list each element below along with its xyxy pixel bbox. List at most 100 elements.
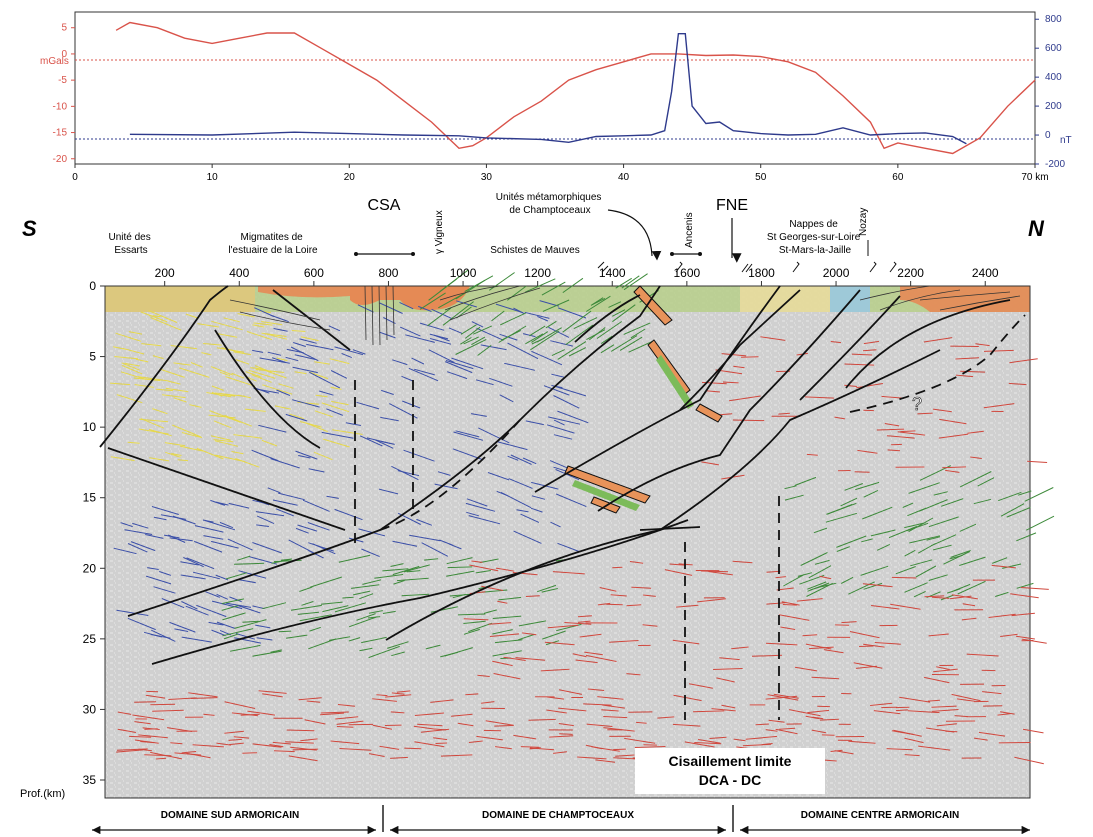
reflector-stroke xyxy=(551,349,565,357)
reflector-stroke xyxy=(173,397,187,403)
reflector-stroke xyxy=(1006,506,1031,518)
gravity-series-line xyxy=(115,21,1036,155)
reflector-stroke xyxy=(273,750,295,753)
reflector-stroke xyxy=(117,728,136,733)
reflector-stroke xyxy=(539,300,559,307)
reflector-stroke xyxy=(547,416,581,425)
reflector-stroke xyxy=(392,540,418,547)
reflector-stroke xyxy=(1017,490,1032,496)
x-tick-label: 40 xyxy=(618,172,630,183)
reflector-stroke xyxy=(492,629,513,635)
reflector-stroke xyxy=(290,604,322,611)
reflector-stroke xyxy=(973,498,992,505)
reflector-stroke xyxy=(626,673,641,676)
reflector-stroke xyxy=(586,295,611,312)
reflector-stroke xyxy=(307,522,330,531)
reflector-stroke xyxy=(978,731,1006,737)
reflector-stroke xyxy=(572,653,587,658)
reflector-stroke xyxy=(300,336,319,342)
reflector-stroke xyxy=(1008,382,1027,386)
reflector-stroke xyxy=(235,359,250,365)
reflector-stroke xyxy=(520,513,540,523)
reflector-stroke xyxy=(476,735,503,741)
reflector-stroke xyxy=(214,440,239,447)
reflector-stroke xyxy=(471,413,487,417)
reflector-stroke xyxy=(897,431,926,436)
reflector-stroke xyxy=(995,591,1009,597)
x-tick-label: 60 xyxy=(892,172,904,183)
reflector-stroke xyxy=(239,579,256,584)
reflector-stroke xyxy=(256,515,275,525)
reflector-stroke xyxy=(121,364,143,375)
reflector-stroke xyxy=(393,580,405,585)
reflector-stroke xyxy=(745,735,778,740)
reflector-stroke xyxy=(246,331,273,341)
reflector-stroke xyxy=(180,445,204,452)
reflector-stroke xyxy=(359,647,373,652)
reflector-stroke xyxy=(457,722,474,727)
reflector-stroke xyxy=(356,613,376,621)
reflector-stroke xyxy=(455,430,480,438)
reflector-stroke xyxy=(231,372,245,379)
reflector-stroke xyxy=(211,320,243,331)
reflector-stroke xyxy=(525,333,544,345)
reflector-stroke xyxy=(295,450,318,460)
reflector-stroke xyxy=(278,630,292,633)
reflector-stroke xyxy=(242,620,259,623)
reflector-stroke xyxy=(152,709,184,712)
section-x-tick-label: 2200 xyxy=(897,266,924,280)
reflector-stroke xyxy=(904,737,924,744)
reflector-stroke xyxy=(127,617,156,631)
reflector-stroke xyxy=(247,710,276,716)
reflector-stroke xyxy=(421,542,449,557)
reflector-stroke xyxy=(124,362,140,367)
reflector-stroke xyxy=(419,292,446,310)
reflector-stroke xyxy=(997,713,1011,716)
reflector-stroke xyxy=(448,327,463,334)
reflector-stroke xyxy=(525,278,556,293)
reflector-stroke xyxy=(844,483,863,491)
reflector-stroke xyxy=(304,422,328,433)
reflector-stroke xyxy=(761,743,773,746)
reflector-stroke xyxy=(416,518,433,526)
right-tick-label: 200 xyxy=(1045,101,1062,112)
reflector-stroke xyxy=(499,312,527,326)
reflector-stroke xyxy=(811,729,827,734)
reflector-stroke xyxy=(168,697,197,700)
reflector-stroke xyxy=(413,725,435,730)
reflector-stroke xyxy=(334,346,364,356)
reflector-stroke xyxy=(522,632,537,636)
reflector-stroke xyxy=(180,574,206,580)
reflector-stroke xyxy=(210,366,234,376)
reflector-stroke xyxy=(577,615,592,618)
reflector-stroke xyxy=(262,693,283,698)
reflector-stroke xyxy=(299,421,322,428)
reflector-stroke xyxy=(368,645,400,659)
reflector-stroke xyxy=(292,748,319,751)
reflector-stroke xyxy=(262,602,287,610)
reflector-stroke xyxy=(557,410,589,424)
reflector-stroke xyxy=(585,654,617,662)
reflector-stroke xyxy=(445,361,473,374)
reflector-stroke xyxy=(1016,635,1035,640)
reflector-stroke xyxy=(510,454,532,465)
reflector-stroke xyxy=(960,370,986,373)
reflector-stroke xyxy=(836,546,850,552)
reflector-stroke xyxy=(494,639,523,644)
reflector-stroke xyxy=(773,693,799,699)
domain-label-sud: DOMAINE SUD ARMORICAIN xyxy=(161,810,300,821)
seismic-reflectors xyxy=(109,269,1055,765)
reflector-stroke xyxy=(729,395,761,402)
reflector-stroke xyxy=(297,611,319,615)
reflector-stroke xyxy=(380,416,399,422)
reflector-stroke xyxy=(931,596,950,599)
reflector-stroke xyxy=(271,357,286,363)
reflector-stroke xyxy=(378,488,399,495)
reflector-stroke xyxy=(341,352,352,359)
reflector-stroke xyxy=(957,580,986,595)
reflector-stroke xyxy=(584,651,603,656)
reflector-stroke xyxy=(716,677,735,683)
reflector-stroke xyxy=(231,451,244,455)
reflector-stroke xyxy=(451,713,473,717)
